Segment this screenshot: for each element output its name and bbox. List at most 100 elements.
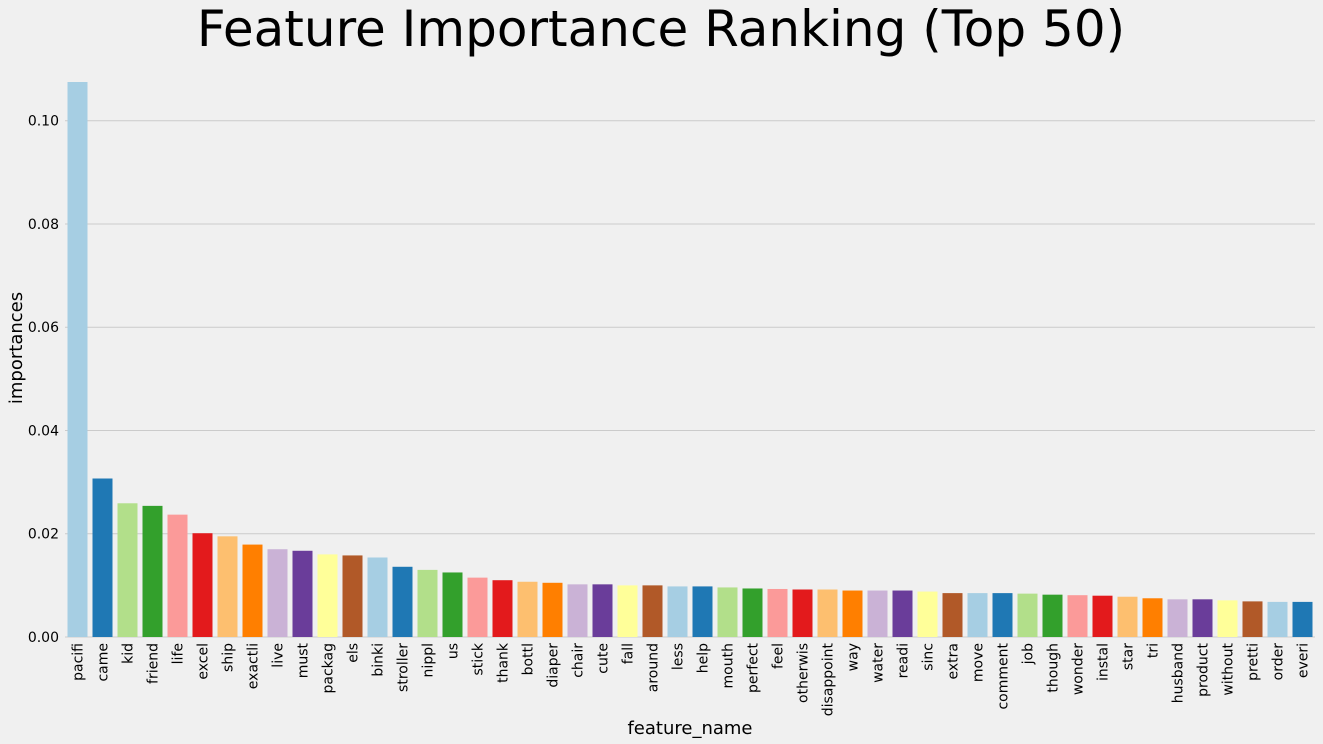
- x-tick-label: extra: [946, 643, 962, 679]
- x-tick-label: bottl: [521, 643, 537, 675]
- bar-sinc: [917, 591, 938, 637]
- x-tick-label: pretti: [1246, 643, 1262, 681]
- bar-nippl: [417, 569, 438, 637]
- x-axis-label: feature_name: [627, 718, 752, 739]
- bar-stroller: [392, 566, 413, 637]
- bar-diaper: [542, 582, 563, 637]
- x-tick-label: binki: [371, 643, 387, 677]
- x-tick-label: kid: [121, 643, 137, 664]
- bar-els: [342, 555, 363, 637]
- bar-ship: [217, 536, 238, 637]
- x-tick-label: help: [696, 643, 712, 673]
- x-tick-label: came: [96, 643, 112, 682]
- bars: [67, 82, 1313, 637]
- bar-extra: [942, 593, 963, 637]
- x-tick-label: feel: [771, 643, 787, 669]
- y-tick-labels: 0.00 0.02 0.04 0.06 0.08 0.10: [28, 114, 59, 646]
- x-tick-label: product: [1196, 643, 1212, 697]
- bar-pretti: [1242, 601, 1263, 637]
- x-tick-label: live: [271, 643, 287, 668]
- bar-without: [1217, 600, 1238, 637]
- x-tick-label: around: [646, 643, 662, 692]
- y-axis-label: importances: [6, 292, 27, 404]
- bar-move: [967, 593, 988, 637]
- x-tick-label: instal: [1096, 643, 1112, 681]
- y-tick-label: 0.04: [28, 423, 59, 439]
- bar-husband: [1167, 599, 1188, 637]
- bar-us: [442, 572, 463, 637]
- x-tick-label: friend: [146, 643, 162, 684]
- bar-readi: [892, 590, 913, 637]
- x-tick-label: sinc: [921, 643, 937, 671]
- x-tick-label: exactli: [246, 643, 262, 689]
- bar-help: [692, 586, 713, 637]
- x-tick-label: disappoint: [821, 642, 837, 716]
- bar-life: [167, 514, 188, 637]
- x-tick-label: ship: [221, 643, 237, 672]
- bar-live: [267, 549, 288, 637]
- bar-order: [1267, 601, 1288, 637]
- bar-came: [92, 478, 113, 637]
- bar-disappoint: [817, 589, 838, 637]
- bar-star: [1117, 596, 1138, 637]
- x-tick-label: excel: [196, 643, 212, 680]
- bar-wonder: [1067, 595, 1088, 637]
- bar-around: [642, 585, 663, 637]
- bar-comment: [992, 593, 1013, 637]
- bar-job: [1017, 593, 1038, 637]
- bar-product: [1192, 599, 1213, 637]
- x-tick-label: life: [171, 643, 187, 664]
- bar-way: [842, 590, 863, 637]
- x-tick-label: cute: [596, 643, 612, 674]
- bar-though: [1042, 594, 1063, 637]
- bar-fall: [617, 585, 638, 637]
- bar-instal: [1092, 595, 1113, 637]
- x-tick-label: less: [671, 643, 687, 670]
- x-tick-label: otherwis: [796, 643, 812, 703]
- bar-excel: [192, 533, 213, 637]
- x-tick-label: star: [1121, 643, 1137, 670]
- x-tick-label: stick: [471, 642, 487, 675]
- x-tick-label: thank: [496, 642, 512, 683]
- x-tick-label: stroller: [396, 643, 412, 692]
- x-tick-label: perfect: [746, 642, 762, 692]
- x-tick-labels: pacifi came kid friend life excel ship exactli l…: [71, 642, 1312, 716]
- x-tick-label: water: [871, 643, 887, 683]
- bar-chair: [567, 584, 588, 637]
- x-tick-label: comment: [996, 642, 1012, 709]
- x-tick-label: diaper: [546, 643, 562, 688]
- x-tick-label: chair: [571, 643, 587, 678]
- x-tick-label: mouth: [721, 643, 737, 688]
- x-tick-label: pacifi: [71, 643, 87, 681]
- bar-less: [667, 586, 688, 637]
- bar-exactli: [242, 544, 263, 637]
- bar-thank: [492, 580, 513, 637]
- x-tick-label: els: [346, 643, 362, 663]
- x-tick-label: us: [446, 643, 462, 659]
- y-tick-label: 0.06: [28, 320, 59, 336]
- y-tick-label: 0.08: [28, 217, 59, 233]
- x-tick-label: way: [846, 643, 862, 671]
- x-tick-label: readi: [896, 643, 912, 678]
- bar-bottl: [517, 581, 538, 637]
- bar-mouth: [717, 587, 738, 637]
- y-tick-label: 0.00: [28, 630, 59, 646]
- bar-cute: [592, 584, 613, 637]
- bar-otherwis: [792, 589, 813, 637]
- x-tick-label: must: [296, 642, 312, 678]
- x-tick-label: husband: [1171, 643, 1187, 703]
- bar-kid: [117, 503, 138, 637]
- x-tick-label: job: [1021, 643, 1037, 665]
- x-tick-label: though: [1046, 643, 1062, 693]
- bar-feel: [767, 588, 788, 637]
- x-tick-label: move: [971, 643, 987, 682]
- bar-stick: [467, 577, 488, 637]
- x-tick-label: wonder: [1071, 643, 1087, 695]
- bar-must: [292, 550, 313, 637]
- x-tick-label: order: [1271, 643, 1287, 681]
- x-tick-label: everi: [1296, 643, 1312, 678]
- bar-packag: [317, 554, 338, 637]
- x-tick-label: fall: [621, 643, 637, 664]
- bar-perfect: [742, 588, 763, 637]
